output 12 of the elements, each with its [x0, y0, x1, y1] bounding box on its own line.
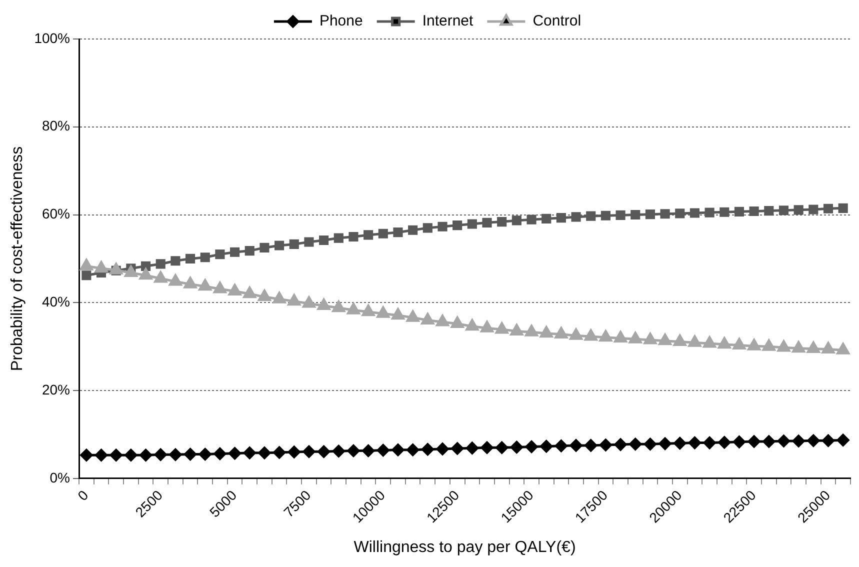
y-tick-label: 60% [42, 206, 70, 222]
legend-label: Control [532, 12, 582, 30]
legend-label: Phone [319, 12, 363, 30]
y-tick-label: 100% [34, 30, 70, 46]
x-axis-title: Willingness to pay per QALY(€) [354, 538, 576, 556]
y-axis-title: Probability of cost-effectiveness [9, 146, 26, 372]
x-tick-label: 0 [74, 486, 92, 504]
y-tick-label: 80% [42, 118, 70, 134]
y-tick-label: 0% [50, 469, 70, 486]
y-tick-label: 40% [42, 293, 70, 310]
y-tick-label: 20% [42, 381, 70, 398]
legend-label: Internet [422, 12, 474, 30]
